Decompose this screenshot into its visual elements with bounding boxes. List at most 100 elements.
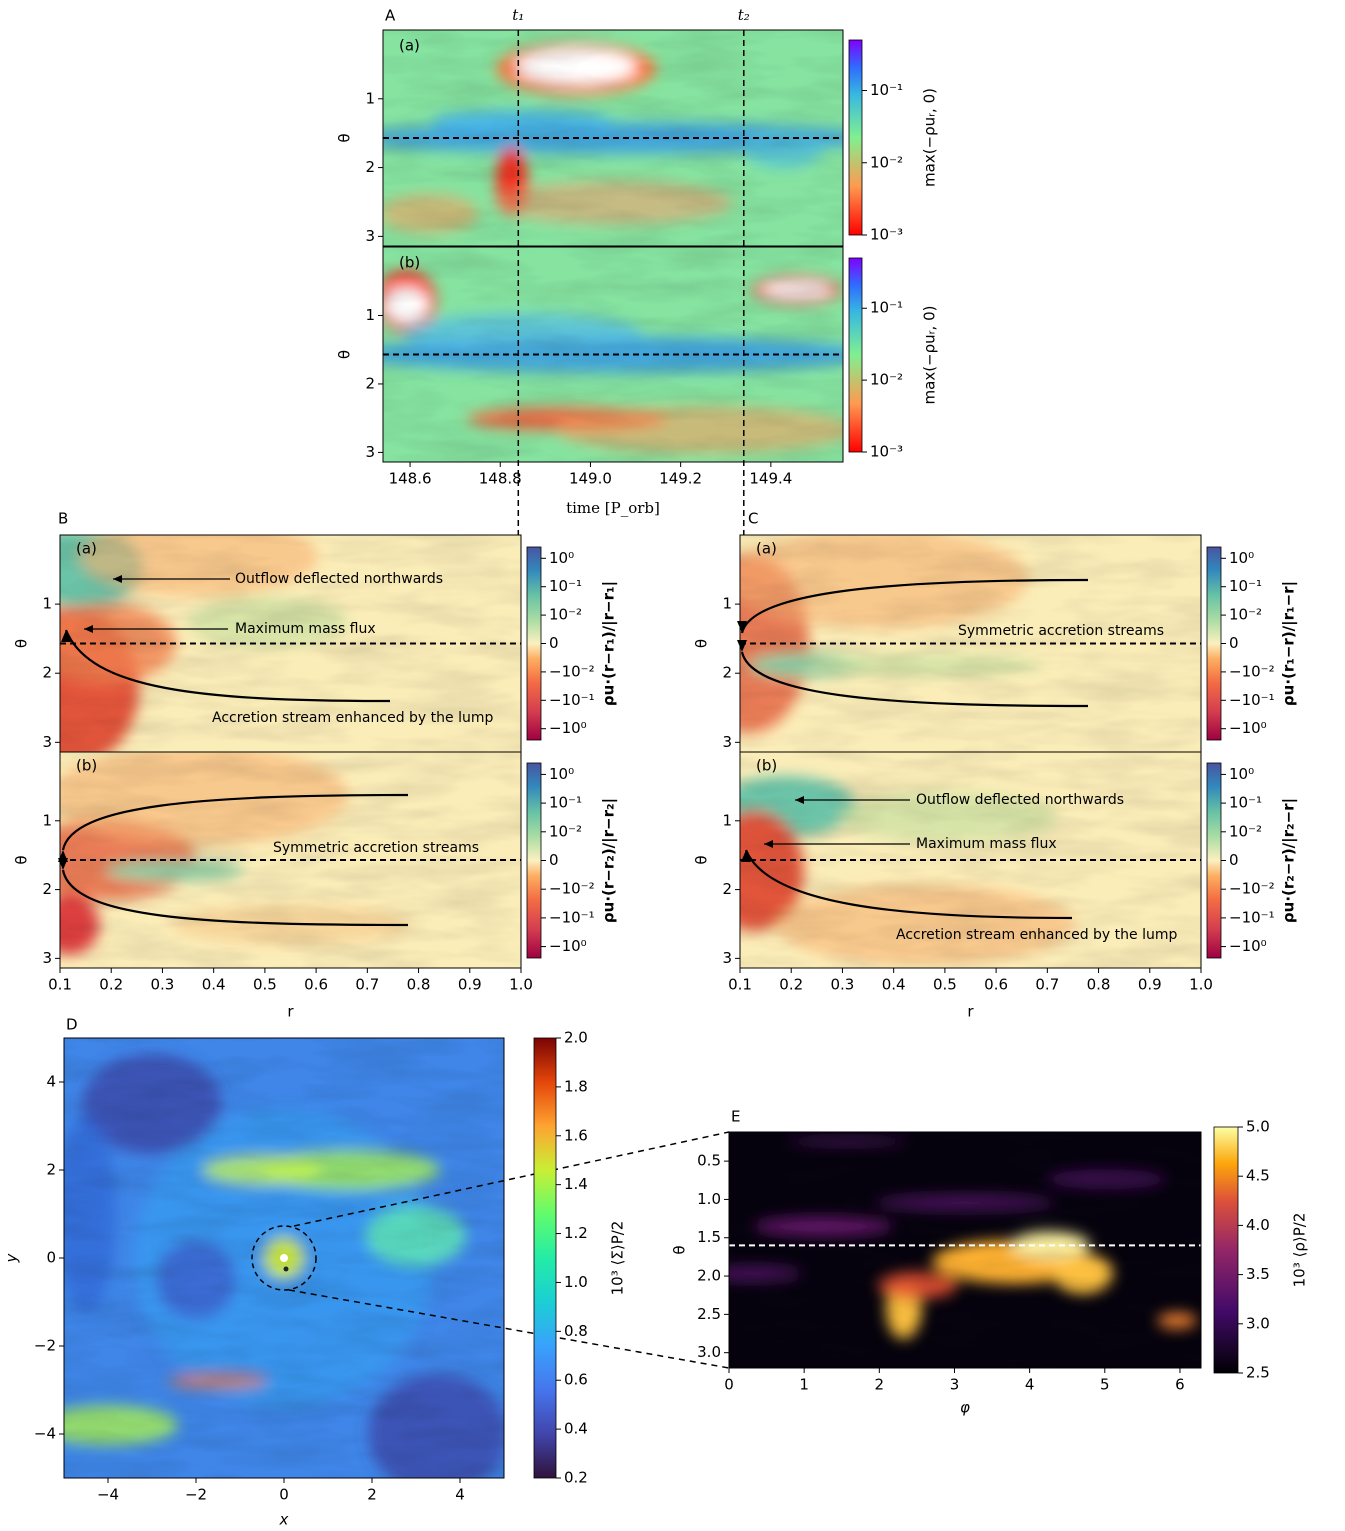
colorbar-tick-label: −10⁻¹ (549, 908, 595, 926)
axis-label: θ (336, 350, 354, 359)
x-tick-label: 148.8 (479, 470, 522, 488)
x-tick-label: 0.2 (99, 976, 123, 994)
x-tick-label: 0.8 (407, 976, 431, 994)
y-tick-label: 2 (365, 374, 375, 392)
x-tick-label: 0.7 (1035, 976, 1059, 994)
y-tick-label: 2 (365, 158, 375, 176)
colorbar-label: max(−ρuᵣ, 0) (921, 88, 939, 187)
colorbar (526, 546, 542, 741)
axes-frame (59, 751, 522, 969)
y-tick-label: 3 (42, 949, 52, 967)
axis-label: θ (693, 855, 711, 864)
y-tick-label: 2 (42, 664, 52, 682)
y-tick-label: 1.5 (697, 1228, 721, 1246)
axis-label: r (287, 1003, 294, 1021)
colorbar-tick-label: 0 (549, 851, 559, 869)
stream-arrow (61, 869, 409, 927)
colorbar-label: 10³ ⟨Σ⟩P/2 (609, 1221, 627, 1296)
colorbar-tick-label: −10⁰ (1229, 719, 1267, 737)
colorbar-tick-label: 0 (1229, 634, 1239, 652)
arrow-head (741, 850, 751, 862)
colorbar-tick-label: 10⁰ (1229, 765, 1254, 783)
axis-label: y (3, 1252, 21, 1263)
x-tick-label: 0.1 (48, 976, 72, 994)
y-tick-label: 2 (722, 880, 732, 898)
heatmap (64, 1038, 504, 1478)
colorbar-tick-label: −10⁻¹ (1229, 691, 1275, 709)
y-tick-label: 1.0 (697, 1190, 721, 1208)
x-tick-label: 0.2 (779, 976, 803, 994)
arrow-head (795, 796, 804, 804)
heatmap (740, 535, 1201, 752)
colorbar-tick-label: 10⁻² (1229, 822, 1262, 840)
x-tick-label: 2 (367, 1486, 377, 1504)
x-tick-label: 0 (279, 1486, 289, 1504)
zoom-line (288, 1289, 730, 1369)
subpanel-tag: (b) (76, 757, 97, 775)
x-tick-label: 6 (1175, 1376, 1185, 1394)
colorbar-tick-label: 0.4 (564, 1420, 588, 1438)
y-tick-label: 2 (722, 664, 732, 682)
stream-arrow (740, 578, 1089, 634)
panel-letter: A (385, 7, 396, 25)
colorbar-tick-label: 3.5 (1246, 1265, 1270, 1283)
x-tick-label: −2 (185, 1486, 207, 1504)
axis-label: θ (13, 855, 31, 864)
heatmap (729, 1132, 1201, 1368)
colorbar-tick-label: 10⁻¹ (870, 299, 903, 317)
y-tick-label: 1 (365, 89, 375, 107)
colorbar-label: 10³ ⟨ρ⟩P/2 (1291, 1213, 1309, 1288)
x-tick-label: 0.7 (355, 976, 379, 994)
axes-frame (728, 1131, 1202, 1369)
axis-label: r (967, 1003, 974, 1021)
colorbar-tick-label: 10⁻² (870, 153, 903, 171)
axes-frame (739, 751, 1202, 969)
annotation: Maximum mass flux (235, 621, 376, 637)
y-tick-label: 3 (722, 733, 732, 751)
y-tick-label: 1 (42, 811, 52, 829)
axis-label: x (279, 1511, 289, 1529)
colorbar-tick-label: 10⁻² (1229, 606, 1262, 624)
colorbar-tick-label: 1.8 (564, 1077, 588, 1095)
y-tick-label: 0 (46, 1249, 56, 1267)
x-tick-label: 0.9 (458, 976, 482, 994)
colorbar (526, 762, 542, 959)
annotation: Symmetric accretion streams (958, 623, 1164, 639)
annotation: Accretion stream enhanced by the lump (896, 927, 1177, 943)
y-tick-label: 1 (42, 595, 52, 613)
colorbar (848, 39, 863, 236)
colorbar-tick-label: 10⁻¹ (870, 81, 903, 99)
x-tick-label: 0 (724, 1376, 734, 1394)
colorbar-tick-label: −10⁻¹ (549, 691, 595, 709)
axes-frame (382, 246, 844, 463)
colorbar-tick-label: 10⁰ (549, 549, 574, 567)
colorbar-tick-label: 0.8 (564, 1322, 588, 1340)
x-tick-label: 0.1 (728, 976, 752, 994)
x-tick-label: 0.4 (202, 976, 226, 994)
panel-letter: D (66, 1016, 78, 1034)
colorbar-tick-label: 10⁰ (1229, 549, 1254, 567)
subpanel-tag: (b) (756, 757, 777, 775)
y-tick-label: 2 (46, 1161, 56, 1179)
y-tick-label: 4 (46, 1073, 56, 1091)
x-tick-label: 149.2 (659, 470, 702, 488)
colorbar-tick-label: 0 (1229, 851, 1239, 869)
subpanel-tag: (b) (399, 254, 420, 272)
annotation: Accretion stream enhanced by the lump (212, 710, 493, 726)
colorbar-tick-label: 1.4 (564, 1175, 588, 1193)
time-marker-label: t₁ (512, 6, 524, 24)
panel-letter: E (731, 1108, 740, 1126)
colorbar-tick-label: 10⁻³ (870, 226, 903, 244)
colorbar-tick-label: 2.5 (1246, 1364, 1270, 1382)
panel-letter: C (748, 510, 758, 528)
y-tick-label: 1 (365, 306, 375, 324)
colorbar-tick-label: 2.0 (564, 1029, 588, 1047)
colorbar-tick-label: −10⁻² (1229, 662, 1275, 680)
x-tick-label: 149.0 (569, 470, 612, 488)
time-marker-label: t₂ (738, 6, 750, 24)
x-tick-label: 4 (1025, 1376, 1035, 1394)
colorbar-label: ρu·(r−r₂)/|r−r₂| (600, 798, 619, 923)
y-tick-label: −2 (34, 1337, 56, 1355)
x-tick-label: 1 (799, 1376, 809, 1394)
